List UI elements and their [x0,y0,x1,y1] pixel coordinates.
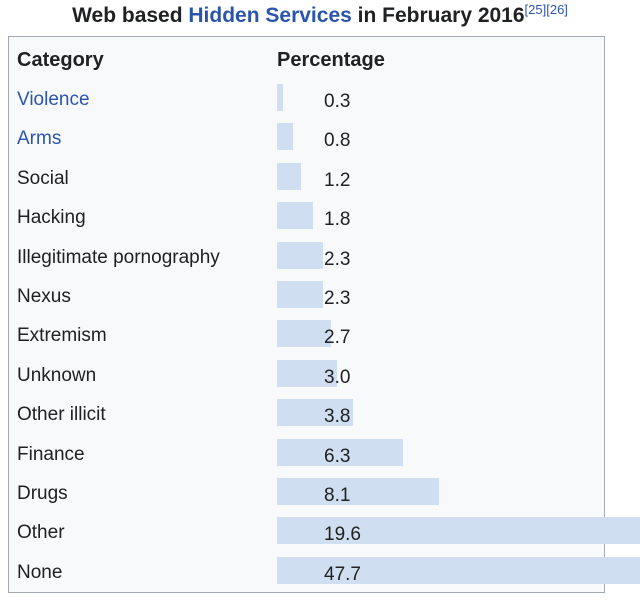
table-row: None 47.7 [9,553,640,592]
percentage-bar [277,241,323,269]
percentage-bar [277,280,323,308]
percentage-value: 19.6 [324,524,361,546]
percentage-value: 2.7 [324,327,351,349]
table-row: Finance 6.3 [9,435,604,474]
table-row: Hacking 1.8 [9,198,604,237]
percentage-bar [277,359,337,387]
title-suffix: in February 2016 [351,4,525,27]
percentage-bar [277,438,403,466]
percentage-value: 47.7 [324,563,361,585]
category-label: Social [17,167,69,189]
percentage-value: 3.8 [324,406,351,428]
category-label: Drugs [17,482,68,504]
percentage-bar [277,556,640,584]
table-row: Illegitimate pornography 2.3 [9,238,604,277]
percentage-bar [277,477,439,505]
percentage-value: 3.0 [324,366,351,388]
table-row: Other illicit 3.8 [9,395,604,434]
category-label: Hacking [17,207,86,229]
percentage-bar [277,162,301,190]
table-row: Drugs 8.1 [9,474,604,513]
category-label: Illegitimate pornography [17,246,220,268]
category-label: Nexus [17,285,71,307]
percentage-bar [277,84,283,111]
category-label: Other [17,522,65,544]
percentage-bar [277,123,293,151]
percentage-bar [277,517,640,545]
table-body: Violence 0.3 Arms 0.8 Social 1.2 Hacking… [9,80,640,592]
category-column-header: Category [17,49,104,71]
table-row: Other 19.6 [9,513,640,552]
reference-superscripts: [25][26] [525,2,568,17]
category-label: None [17,561,63,583]
table-row: Nexus 2.3 [9,277,604,316]
percentage-value: 6.3 [324,445,351,467]
category-link[interactable]: Violence [17,89,90,110]
table-row: Extremism 2.7 [9,316,604,355]
table-row: Social 1.2 [9,159,604,198]
percentage-value: 0.3 [324,91,351,112]
category-label: Other illicit [17,404,106,426]
percentage-value: 8.1 [324,484,351,506]
category-label: Extremism [17,325,107,347]
percentage-value: 2.3 [324,287,351,309]
percentage-value: 2.3 [324,248,351,270]
title-prefix: Web based [72,4,189,27]
table-row: Unknown 3.0 [9,356,604,395]
table-row: Violence 0.3 [9,80,604,119]
percentage-value: 1.2 [324,169,351,191]
hidden-services-table: Category Percentage Violence 0.3 Arms 0.… [8,36,640,594]
percentage-column-header: Percentage [277,49,385,71]
percentage-bar [277,320,331,348]
category-label: Finance [17,443,85,465]
table-row: Arms 0.8 [9,119,604,158]
ref-25-link[interactable]: [25] [524,2,547,17]
percentage-value: 1.8 [324,209,351,231]
percentage-bar [277,399,353,427]
page-title: Web based Hidden Services in February 20… [0,0,640,34]
hidden-services-link[interactable]: Hidden Services [188,4,352,27]
table-header-row: Category Percentage [9,37,604,80]
category-label: Unknown [17,364,97,386]
percentage-bar [277,202,313,230]
percentage-value: 0.8 [324,130,351,152]
ref-26-link[interactable]: [26] [546,2,568,17]
category-link[interactable]: Arms [17,128,62,150]
